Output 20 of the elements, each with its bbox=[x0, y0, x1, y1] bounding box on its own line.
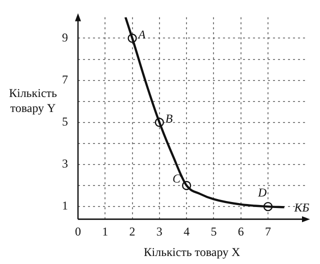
x-tick-label: 2 bbox=[129, 224, 136, 239]
annotation: A bbox=[137, 27, 146, 42]
y-tick-label: 7 bbox=[62, 72, 68, 86]
y-tick-label: 9 bbox=[62, 30, 68, 44]
y-axis-title: Кількість товару Y bbox=[8, 86, 58, 116]
x-tick-label: 6 bbox=[238, 224, 244, 239]
y-tick-label: 1 bbox=[62, 198, 68, 213]
x-tick-label: 7 bbox=[265, 224, 271, 239]
x-tick-label: 1 bbox=[102, 224, 108, 239]
x-axis-title: Кількість товару X bbox=[144, 244, 241, 259]
y-tick-label: 3 bbox=[62, 156, 68, 171]
x-tick-label: 5 bbox=[210, 224, 217, 239]
x-tick-label: 3 bbox=[156, 224, 162, 239]
annotation: B bbox=[165, 112, 174, 126]
annotation: КБ bbox=[293, 200, 310, 214]
x-tick-label: 4 bbox=[184, 224, 190, 239]
annotation: D bbox=[257, 186, 267, 200]
annotation: C bbox=[172, 172, 182, 186]
x-tick-label: 0 bbox=[75, 224, 81, 239]
y-tick-label: 5 bbox=[62, 114, 68, 129]
